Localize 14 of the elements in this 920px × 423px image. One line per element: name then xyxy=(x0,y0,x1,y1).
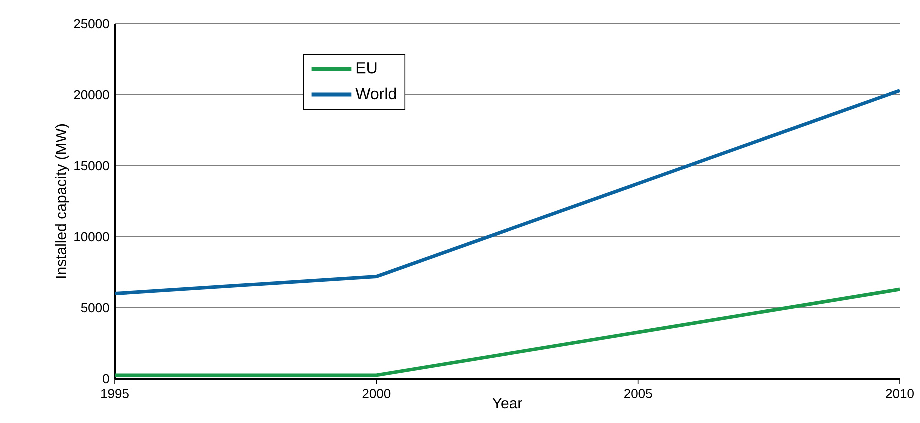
y-axis-title: Installed capacity (MW) xyxy=(55,124,70,278)
y-tick-label: 25000 xyxy=(74,19,110,29)
x-axis-title: Year xyxy=(492,398,522,409)
y-tick-label: 5000 xyxy=(81,303,110,313)
x-tick-label: 1995 xyxy=(102,389,129,398)
y-tick-label: 15000 xyxy=(74,161,110,171)
legend-label: EU xyxy=(356,62,377,74)
x-tick-label: 2005 xyxy=(624,389,652,398)
y-tick-label: 10000 xyxy=(74,232,110,242)
legend-label: World xyxy=(356,88,396,100)
y-tick-label: 20000 xyxy=(74,90,110,100)
x-tick-label: 2000 xyxy=(362,389,391,398)
y-tick-label: 0 xyxy=(103,374,110,384)
x-tick-label: 2010 xyxy=(886,389,914,398)
